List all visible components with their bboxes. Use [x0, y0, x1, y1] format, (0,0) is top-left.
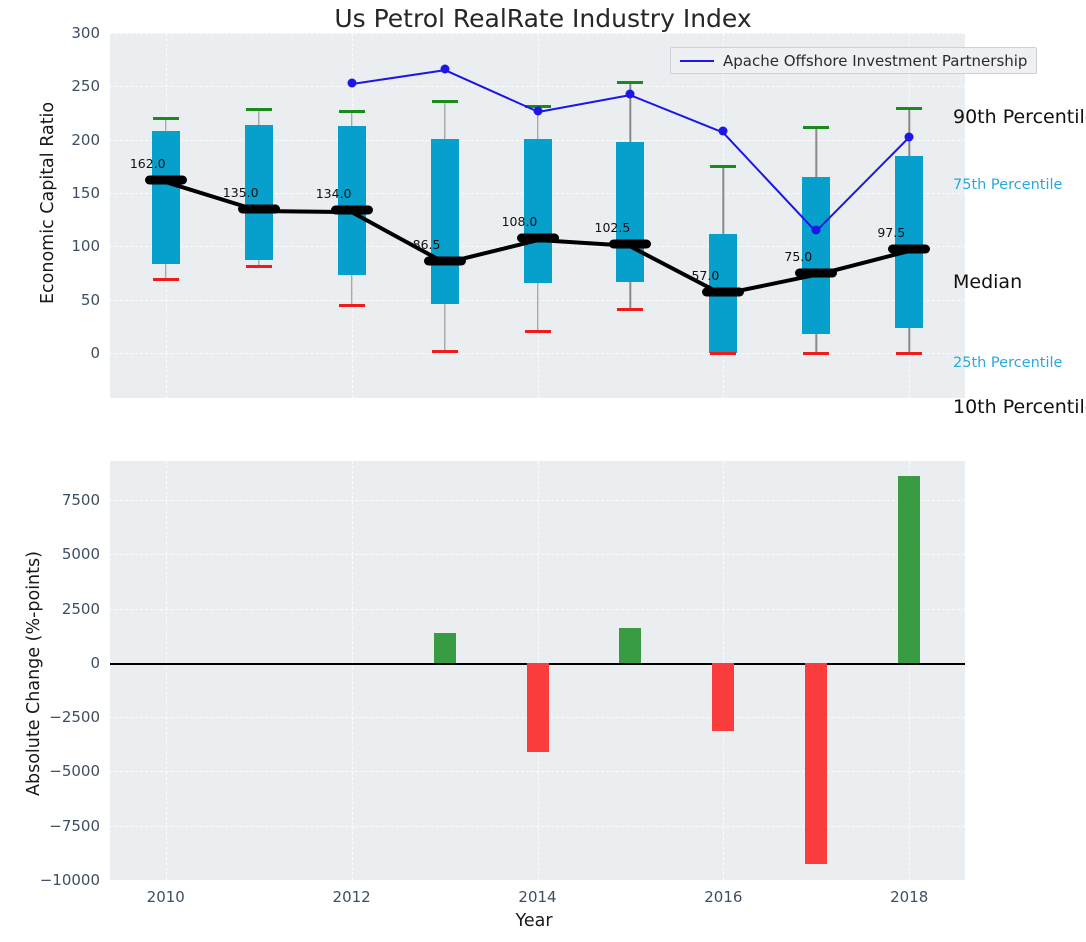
- median-value-label: 135.0: [222, 185, 259, 201]
- y-tick-label-top: 100: [71, 237, 100, 256]
- y-tick-label-bottom: 5000: [61, 545, 100, 564]
- median-value-label: 75.0: [784, 249, 813, 265]
- gridline-vertical: [909, 461, 911, 880]
- median-value-label: 86.5: [412, 236, 441, 252]
- bar-negative: [526, 662, 549, 752]
- legend-label: Apache Offshore Investment Partnership: [723, 51, 1028, 70]
- median-marker: [237, 204, 280, 214]
- median-marker: [795, 268, 838, 278]
- series-point-marker: [440, 64, 450, 74]
- median-marker: [144, 175, 187, 185]
- x-tick-label: 2012: [332, 888, 371, 906]
- box-quartile-range: [151, 131, 180, 264]
- bar-negative: [712, 662, 735, 732]
- whisker-cap-p90: [431, 99, 458, 103]
- annotation-median: Median: [953, 271, 1023, 293]
- whisker-cap-p10: [803, 351, 830, 355]
- x-tick-label: 2018: [890, 888, 929, 906]
- median-value-label: 102.5: [594, 219, 631, 235]
- median-value-label: 108.0: [501, 213, 538, 229]
- y-tick-label-bottom: −7500: [49, 816, 100, 835]
- median-marker: [330, 205, 373, 215]
- series-point-marker: [347, 78, 357, 88]
- y-axis-label-bottom: Absolute Change (%-points): [24, 550, 44, 796]
- box-quartile-range: [895, 155, 924, 328]
- box-quartile-range: [244, 124, 273, 261]
- box-quartile-range: [430, 138, 459, 305]
- whisker-cap-p10: [338, 303, 365, 307]
- box-quartile-range: [523, 138, 552, 283]
- whisker-cap-p90: [710, 164, 737, 168]
- median-value-label: 162.0: [129, 156, 166, 172]
- gridline-horizontal: [110, 880, 965, 881]
- whisker-cap-p10: [431, 349, 458, 353]
- series-point-marker: [533, 106, 542, 116]
- x-tick-label: 2016: [704, 888, 743, 906]
- annotation-90th-percentile: 90th Percentile: [953, 106, 1086, 128]
- chart-title: Us Petrol RealRate Industry Index: [334, 4, 752, 33]
- x-tick-label: 2014: [518, 888, 557, 906]
- y-tick-label-bottom: −5000: [49, 762, 100, 781]
- median-value-label: 97.5: [877, 225, 906, 241]
- gridline-vertical: [165, 461, 167, 880]
- bar-positive: [619, 628, 642, 663]
- box-quartile-range: [337, 125, 366, 276]
- series-point-marker: [718, 126, 728, 136]
- y-tick-label-top: 150: [71, 184, 100, 203]
- whisker-cap-p10: [710, 351, 737, 355]
- box-quartile-range: [616, 141, 645, 282]
- y-tick-label-top: 200: [71, 130, 100, 149]
- whisker-cap-p90: [152, 116, 179, 120]
- gridline-vertical: [351, 461, 353, 880]
- median-marker: [423, 256, 466, 266]
- whisker-cap-p10: [152, 278, 179, 282]
- median-marker: [516, 233, 559, 243]
- annotation-25th-percentile: 25th Percentile: [953, 355, 1063, 371]
- y-tick-label-top: 300: [71, 24, 100, 42]
- y-tick-label-top: 250: [71, 77, 100, 96]
- median-value-label: 57.0: [691, 268, 720, 284]
- whisker-cap-p90: [896, 107, 923, 111]
- y-axis-label-top: Economic Capital Ratio: [38, 101, 58, 304]
- y-tick-label-bottom: −10000: [39, 871, 100, 889]
- bar-positive: [898, 476, 921, 663]
- whisker-cap-p10: [617, 307, 644, 311]
- whisker-cap-p10: [245, 265, 272, 269]
- bar-negative: [805, 662, 828, 864]
- annotation-75th-percentile: 75th Percentile: [953, 177, 1063, 193]
- legend-line-swatch: [680, 59, 714, 62]
- annotation-10th-percentile: 10th Percentile: [953, 396, 1086, 418]
- y-tick-label-bottom: 2500: [61, 599, 100, 618]
- series-point-marker: [811, 225, 821, 235]
- box-quartile-range: [802, 177, 831, 334]
- median-marker: [702, 287, 745, 297]
- y-tick-label-top: 0: [90, 344, 100, 363]
- whisker-cap-p90: [245, 108, 272, 112]
- median-marker: [609, 239, 652, 249]
- series-point-marker: [904, 132, 914, 142]
- y-tick-label-bottom: 0: [90, 653, 100, 672]
- series-point-marker: [625, 89, 635, 99]
- median-marker: [888, 244, 931, 254]
- whisker-cap-p10: [896, 351, 923, 355]
- bar-positive: [433, 632, 456, 663]
- median-value-label: 134.0: [315, 186, 352, 202]
- whisker-cap-p10: [524, 330, 551, 334]
- y-tick-label-bottom: −2500: [49, 708, 100, 727]
- y-tick-label-top: 50: [80, 290, 100, 309]
- whisker-cap-p90: [617, 80, 644, 84]
- x-tick-label: 2010: [146, 888, 185, 906]
- legend: Apache Offshore Investment Partnership: [670, 47, 1038, 74]
- whisker-cap-p90: [803, 126, 830, 130]
- y-tick-label-bottom: 7500: [61, 491, 100, 510]
- whisker-cap-p90: [338, 110, 365, 114]
- x-axis-label: Year: [515, 911, 553, 931]
